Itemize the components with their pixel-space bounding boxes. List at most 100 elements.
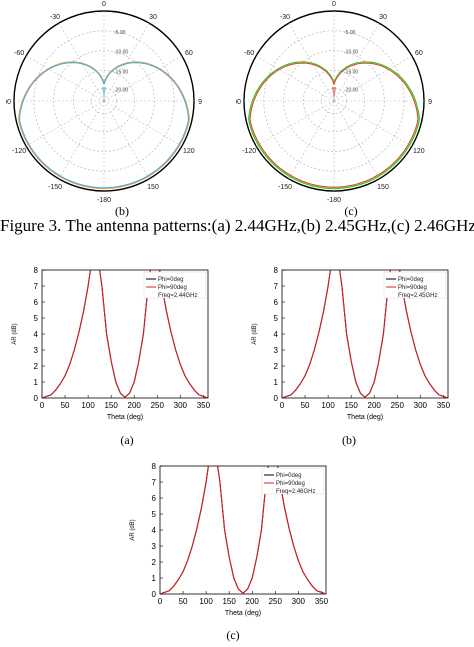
x-tick-label: 50	[61, 401, 70, 410]
polar-angle-label: -150	[278, 184, 292, 191]
polar-ring-label: -5.00	[344, 30, 356, 36]
series-line-phi90	[42, 270, 208, 398]
polar-angle-label: -90	[6, 99, 11, 106]
x-tick-label: 100	[81, 401, 95, 410]
x-tick-label: 350	[197, 401, 211, 410]
polar-ring-label: -10.00	[344, 50, 358, 56]
chart-sublabel-c: (c)	[226, 628, 240, 642]
polar-spoke	[25, 100, 105, 147]
polar-angle-label: -60	[244, 50, 254, 57]
polar-pattern-curve	[248, 62, 420, 189]
polar-angle-label: -180	[97, 197, 111, 204]
x-tick-label: 150	[222, 597, 236, 606]
polar-angle-label: 0	[332, 1, 336, 8]
polar-angle-label: -30	[280, 14, 290, 21]
polar-sublabel-b: (b)	[115, 204, 129, 218]
polar-spoke	[58, 100, 105, 180]
polar-angle-label: -30	[50, 14, 60, 21]
x-axis-label: Theta (deg)	[225, 610, 261, 617]
polar-angle-label: 0	[102, 1, 106, 8]
x-tick-label: 350	[315, 597, 329, 606]
polar-spoke	[333, 100, 413, 147]
y-tick-label: 7	[274, 282, 279, 291]
x-tick-label: 50	[301, 401, 310, 410]
series-line-phi90	[160, 466, 326, 594]
polar-spoke	[25, 55, 105, 102]
polar-angle-label: 120	[413, 148, 425, 155]
x-tick-label: 250	[391, 401, 405, 410]
y-tick-label: 3	[152, 542, 157, 551]
legend-entry: Freq=2.45GHz	[398, 293, 438, 299]
y-tick-label: 7	[152, 478, 157, 487]
polar-angle-label: -60	[14, 50, 24, 57]
polar-ring	[53, 50, 155, 152]
y-axis-label: AR (dB)	[12, 323, 18, 344]
polar-spoke	[103, 22, 150, 102]
polar-ring	[303, 70, 365, 132]
polar-pattern-curve	[18, 61, 190, 190]
polar-pattern-curve	[248, 61, 420, 190]
axial-ratio-chart-a: 0 1 2 3 4 5 6 7 8 0 50 100 150 200 250 300 350 Theta (deg…	[12, 266, 211, 421]
legend-box	[143, 271, 207, 299]
x-tick-label: 100	[321, 401, 335, 410]
chart-sublabel-b: (b)	[342, 433, 356, 447]
polar-spoke	[333, 22, 380, 102]
polar-ring-label: -5.00	[114, 30, 126, 36]
polar-angle-label: -90	[236, 99, 241, 106]
series-group	[160, 466, 326, 594]
y-axis-label: AR (dB)	[130, 519, 136, 540]
y-tick-label: 1	[34, 378, 39, 387]
chart-sublabel-a: (a)	[120, 433, 134, 447]
polar-angle-label: 60	[185, 50, 193, 57]
legend-entry: Freq=2.44GHz	[158, 293, 198, 299]
y-tick-label: 6	[34, 298, 39, 307]
y-tick-label: 0	[274, 394, 279, 403]
polar-angle-label: 120	[183, 148, 195, 155]
x-tick-label: 200	[246, 597, 260, 606]
polar-spoke	[333, 100, 380, 180]
x-tick-label: 200	[368, 401, 382, 410]
y-tick-label: 7	[34, 282, 39, 291]
polar-pattern-c: 0 30 60 90 120 150 -180 -150 -120 -90 -60 -30 -5.00 -…	[236, 1, 432, 204]
polar-ring-label: -15.00	[344, 69, 358, 75]
polar-angle-label: 60	[415, 50, 423, 57]
x-tick-label: 50	[179, 597, 188, 606]
legend-entry: Freq=2.46GHz	[276, 489, 316, 495]
polar-spoke	[103, 100, 183, 147]
y-tick-label: 0	[34, 394, 39, 403]
y-tick-label: 6	[274, 298, 279, 307]
polar-angle-label: 150	[147, 184, 159, 191]
polar-pattern-curve	[249, 62, 419, 188]
legend-box	[261, 467, 325, 495]
x-tick-label: 150	[104, 401, 118, 410]
polar-ring	[73, 70, 135, 132]
polar-spoke	[288, 100, 335, 180]
polar-angle-label: -120	[242, 148, 256, 155]
x-tick-label: 250	[151, 401, 165, 410]
x-tick-label: 300	[414, 401, 428, 410]
polar-angle-label: -120	[12, 148, 26, 155]
y-tick-label: 4	[274, 330, 279, 339]
y-tick-label: 5	[152, 510, 157, 519]
legend-entry: Phi=0deg	[158, 277, 184, 283]
y-tick-label: 1	[274, 378, 279, 387]
x-tick-label: 300	[292, 597, 306, 606]
series-group	[42, 270, 208, 398]
polar-pattern-b: 0 30 60 90 120 150 -180 -150 -120 -90 -60 -30 -5.00 -…	[6, 1, 202, 204]
polar-spoke	[58, 22, 105, 102]
legend-entry: Phi=0deg	[398, 277, 424, 283]
x-tick-label: 150	[344, 401, 358, 410]
polar-angle-label: 30	[379, 14, 387, 21]
y-axis-label: AR (dB)	[252, 323, 258, 344]
y-tick-label: 4	[34, 330, 39, 339]
polar-angle-label: 90	[198, 99, 202, 106]
x-tick-label: 300	[174, 401, 188, 410]
y-tick-label: 8	[34, 266, 39, 275]
polar-angle-label: 150	[377, 184, 389, 191]
y-tick-label: 8	[152, 462, 157, 471]
polar-angle-label: -150	[48, 184, 62, 191]
y-tick-label: 0	[152, 590, 157, 599]
legend-entry: Phi=0deg	[276, 473, 302, 479]
polar-angle-label: -180	[327, 197, 341, 204]
axial-ratio-chart-c: 0 1 2 3 4 5 6 7 8 0 50 100 150 200 250 300 350 Theta (deg…	[130, 462, 329, 617]
